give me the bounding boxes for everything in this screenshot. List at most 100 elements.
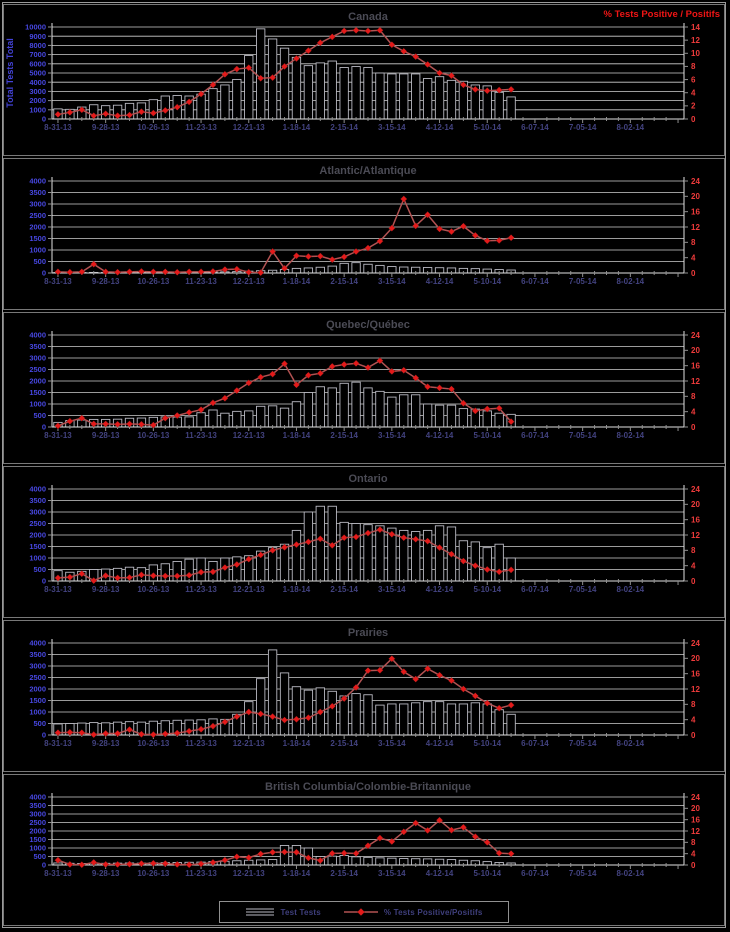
percent-positive-line: [54, 526, 515, 585]
svg-text:4000: 4000: [29, 331, 46, 340]
chart-title: Prairies: [348, 627, 388, 639]
percent-positive-line: [54, 655, 515, 739]
svg-text:11-23-13: 11-23-13: [185, 739, 217, 748]
svg-text:10-26-13: 10-26-13: [137, 869, 170, 878]
svg-text:4-12-14: 4-12-14: [426, 739, 454, 748]
svg-text:2000: 2000: [29, 223, 46, 232]
svg-text:8-31-13: 8-31-13: [44, 869, 72, 878]
svg-text:4000: 4000: [29, 78, 46, 87]
gridlines: [52, 180, 684, 274]
legend-label-tests: Test Tests: [280, 907, 321, 917]
svg-text:12: 12: [691, 531, 700, 540]
svg-text:4-12-14: 4-12-14: [426, 585, 454, 594]
svg-text:8-31-13: 8-31-13: [44, 585, 72, 594]
svg-text:4000: 4000: [29, 639, 46, 648]
svg-text:0: 0: [42, 115, 46, 124]
british-columbia-combo-chart: 0500100015002000250030003500400004812162…: [29, 781, 700, 878]
svg-text:4: 4: [691, 89, 696, 98]
svg-text:12-21-13: 12-21-13: [233, 431, 266, 440]
svg-text:6: 6: [691, 75, 696, 84]
atlantic-combo-chart: 0 500 1000 1500 2000 2500 3000 3500 4000 0 4 8 12 16 2…: [29, 165, 700, 286]
svg-text:1000: 1000: [29, 246, 46, 255]
left-axis-labels: 0 500 1000 1500 2000 2500 3000 3500 4000: [29, 485, 52, 586]
svg-text:3000: 3000: [29, 810, 46, 819]
svg-text:4: 4: [691, 715, 696, 724]
svg-text:10-26-13: 10-26-13: [137, 123, 170, 132]
svg-text:8: 8: [691, 62, 696, 71]
svg-text:24: 24: [691, 331, 700, 340]
svg-text:0: 0: [42, 423, 46, 432]
chart-panel-british-columbia: 0 500 1000 1500 2000 2500 3000 3500 4000 0 4 8 12 16 2…: [3, 774, 725, 926]
svg-text:3500: 3500: [29, 496, 46, 505]
svg-text:4000: 4000: [29, 793, 46, 802]
svg-text:6-07-14: 6-07-14: [521, 739, 549, 748]
svg-text:12: 12: [691, 685, 700, 694]
svg-text:5-10-14: 5-10-14: [473, 585, 501, 594]
svg-text:3500: 3500: [29, 342, 46, 351]
svg-text:4000: 4000: [29, 485, 46, 494]
svg-text:3500: 3500: [29, 801, 46, 810]
svg-text:6-07-14: 6-07-14: [521, 585, 549, 594]
svg-text:7-05-14: 7-05-14: [569, 123, 597, 132]
svg-text:0: 0: [691, 115, 696, 124]
chart-title: Ontario: [348, 473, 387, 485]
svg-text:0: 0: [42, 731, 46, 740]
svg-text:8: 8: [691, 700, 696, 709]
svg-text:3-15-14: 3-15-14: [378, 585, 406, 594]
chart-panel-quebec: 0 500 1000 1500 2000 2500 3000 3500 4000 0 4 8 12 16 2…: [3, 312, 725, 464]
svg-text:16: 16: [691, 207, 700, 216]
chart-title: Quebec/Québec: [326, 319, 410, 331]
right-axis-labels: 0 4 8 12 16 20 24: [684, 793, 700, 870]
right-axis-labels: 0 4 8 12 16 20 24: [684, 485, 700, 586]
svg-text:5000: 5000: [29, 69, 46, 78]
svg-text:4-12-14: 4-12-14: [426, 277, 454, 286]
right-axis-labels: 0 4 8 12 16 20 24: [684, 639, 700, 740]
svg-text:1000: 1000: [29, 844, 46, 853]
svg-text:500: 500: [33, 257, 46, 266]
svg-text:1-18-14: 1-18-14: [283, 739, 311, 748]
svg-text:10-26-13: 10-26-13: [137, 739, 170, 748]
svg-text:6000: 6000: [29, 59, 46, 68]
x-axis-labels: 8-31-13 9-28-13 10-26-13 11-23-13 12-21-13 1-…: [44, 579, 679, 594]
svg-text:1-18-14: 1-18-14: [283, 123, 311, 132]
svg-text:4: 4: [691, 849, 696, 858]
svg-text:2-15-14: 2-15-14: [330, 123, 358, 132]
svg-text:11-23-13: 11-23-13: [185, 277, 217, 286]
svg-text:2-15-14: 2-15-14: [330, 869, 358, 878]
line-series-icon: [343, 908, 378, 916]
svg-text:12: 12: [691, 827, 700, 836]
svg-text:1500: 1500: [29, 234, 46, 243]
svg-text:8: 8: [691, 546, 696, 555]
svg-text:11-23-13: 11-23-13: [185, 431, 217, 440]
chart-panel-prairies: 0 500 1000 1500 2000 2500 3000 3500 4000 0 4 8 12 16 2…: [3, 620, 725, 772]
legend-item-percent-positive: % Tests Positive/Positifs: [343, 907, 483, 917]
svg-text:12-21-13: 12-21-13: [233, 739, 266, 748]
svg-text:2500: 2500: [29, 365, 46, 374]
svg-text:2-15-14: 2-15-14: [330, 739, 358, 748]
chart-title: Canada: [348, 11, 389, 23]
svg-text:0: 0: [42, 269, 46, 278]
svg-text:12: 12: [691, 377, 700, 386]
svg-text:20: 20: [691, 654, 700, 663]
svg-text:4-12-14: 4-12-14: [426, 869, 454, 878]
right-axis-labels: 0 4 8 12 16 20 24: [684, 331, 700, 432]
svg-text:12-21-13: 12-21-13: [233, 585, 266, 594]
svg-text:8-02-14: 8-02-14: [617, 431, 645, 440]
svg-text:24: 24: [691, 177, 700, 186]
svg-text:2500: 2500: [29, 519, 46, 528]
svg-text:7-05-14: 7-05-14: [569, 277, 597, 286]
svg-text:4: 4: [691, 253, 696, 262]
svg-text:11-23-13: 11-23-13: [185, 123, 217, 132]
svg-text:12-21-13: 12-21-13: [233, 123, 266, 132]
svg-text:8-02-14: 8-02-14: [617, 739, 645, 748]
svg-text:1-18-14: 1-18-14: [283, 869, 311, 878]
svg-text:16: 16: [691, 669, 700, 678]
chart-panel-canada: 0 1000 2000 3000 4000 5000 6000 7000 8000 9000 100…: [3, 4, 725, 156]
svg-text:24: 24: [691, 639, 700, 648]
svg-text:9000: 9000: [29, 32, 46, 41]
svg-text:1000: 1000: [29, 105, 46, 114]
svg-text:5-10-14: 5-10-14: [473, 431, 501, 440]
percent-positive-line: [54, 816, 515, 869]
